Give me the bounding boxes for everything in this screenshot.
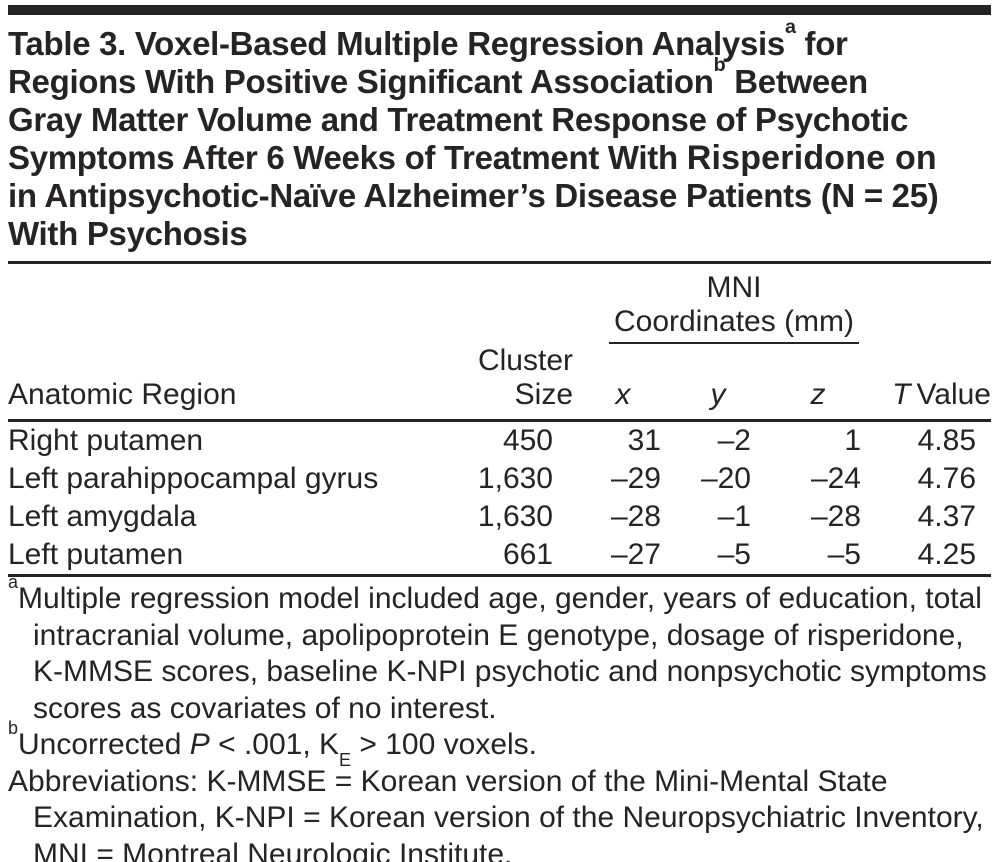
footnote-a-line-4: scores as covariates of no interest. — [8, 691, 991, 728]
column-header-x: x — [573, 344, 673, 422]
column-header-region: Anatomic Region — [8, 344, 423, 422]
cell-z: 1 — [844, 424, 861, 457]
footnote-b-line: bUncorrected P < .001, KE > 100 voxels. — [8, 719, 991, 769]
ke-subscript: E — [339, 750, 352, 771]
cell-z: –24 — [810, 462, 861, 495]
cell-t-value: 4.76 — [917, 462, 976, 495]
abbreviations-line-3: MNI = Montreal Neurologic Institute. — [8, 837, 991, 862]
cell-x: –28 — [610, 500, 661, 533]
column-header-cluster-size: Cluster Size — [423, 344, 573, 422]
cell-t-value: 4.25 — [873, 536, 991, 577]
title-line-6: With Psychosis — [8, 215, 991, 253]
title-line-4: Symptoms After 6 Weeks of Treatment With… — [8, 139, 991, 177]
cell-t-value: 4.85 — [917, 424, 976, 457]
mni-coordinates-group-header: MNI Coordinates (mm) — [573, 264, 873, 344]
cell-region: Left parahippocampal gyrus — [8, 462, 379, 495]
group-header-row: MNI Coordinates (mm) — [8, 264, 991, 344]
cell-z: –28 — [810, 500, 861, 533]
cell-x: –29 — [610, 462, 661, 495]
abbreviations-text: MNI = Montreal Neurologic Institute. — [33, 837, 513, 862]
mni-line-2: Coordinates (mm) — [613, 305, 855, 338]
footnote-a-line-1: aMultiple regression model included age,… — [8, 573, 991, 618]
cell-x: –27 — [573, 536, 673, 577]
title-divider-rule — [8, 261, 991, 264]
table-row: Left parahippocampal gyrus 1,630 –29 –20… — [8, 460, 991, 498]
cell-cluster-size: 450 — [502, 424, 553, 457]
cell-x: 31 — [627, 424, 661, 457]
footnotes: aMultiple regression model included age,… — [8, 573, 991, 862]
cell-region: Right putamen — [8, 424, 204, 457]
table-row: Right putamen 450 31 –2 1 4.85 — [8, 421, 991, 461]
cell-z: –5 — [763, 536, 873, 577]
title-text: Regions With Positive Significant Associ… — [8, 63, 714, 100]
footnote-a-line-2: intracranial volume, apolipoprotein E ge… — [8, 618, 991, 655]
footnote-marker-b: b — [713, 54, 726, 77]
column-header-row: Anatomic Region Cluster Size x y z T Valu… — [8, 344, 991, 422]
cell-cluster-size: 1,630 — [477, 500, 553, 533]
table-title: Table 3. Voxel-Based Multiple Regression… — [8, 17, 991, 253]
cell-y: –5 — [673, 536, 763, 577]
table-row: Left amygdala 1,630 –28 –1 –28 4.37 — [8, 498, 991, 536]
footnote-marker-a: a — [784, 16, 796, 39]
cell-cluster-size: 1,630 — [477, 462, 553, 495]
abbreviations-text: Abbreviations: K-MMSE = Korean version o… — [8, 764, 888, 798]
cell-region: Left amygdala — [8, 500, 197, 533]
drug-name: Risperidone on — [686, 139, 937, 177]
column-header-z: z — [763, 344, 873, 422]
cell-y: –1 — [717, 500, 751, 533]
footnote-marker-b: b — [8, 718, 19, 738]
footnote-marker-a: a — [8, 572, 19, 592]
cell-cluster-size: 661 — [423, 536, 573, 577]
footnote-b-text: Uncorrected — [18, 728, 190, 761]
title-text: Table 3. Voxel-Based Multiple Regression… — [8, 25, 785, 62]
title-text: With Psychosis — [8, 215, 248, 252]
title-text: Symptoms After 6 Weeks of Treatment With — [8, 139, 687, 176]
abbreviations-line-1: Abbreviations: K-MMSE = Korean version o… — [8, 764, 991, 801]
title-text: for — [795, 25, 848, 62]
footnote-a-text: scores as covariates of no interest. — [33, 691, 497, 725]
column-header-t-value: T Value — [873, 344, 991, 422]
cell-t-value: 4.37 — [917, 500, 976, 533]
title-text: in Antipsychotic-Naïve Alzheimer’s Disea… — [8, 177, 939, 214]
footnote-a-text: Multiple regression model included age, … — [18, 582, 982, 615]
title-line-1: Table 3. Voxel-Based Multiple Regression… — [8, 17, 991, 63]
cell-y: –2 — [717, 424, 751, 457]
cell-region: Left putamen — [8, 536, 423, 577]
footnote-a-line-3: K-MMSE scores, baseline K-NPI psychotic … — [8, 654, 991, 691]
title-text: Gray Matter Volume and Treatment Respons… — [8, 101, 909, 138]
table-row: Left putamen 661 –27 –5 –5 4.25 — [8, 536, 991, 577]
cell-y: –20 — [700, 462, 751, 495]
footnote-a-text: K-MMSE scores, baseline K-NPI psychotic … — [33, 655, 987, 688]
abbreviations-line-2: Examination, K-NPI = Korean version of t… — [8, 800, 991, 837]
footnote-b-text: < .001, K — [209, 728, 340, 761]
t-italic: T — [892, 378, 911, 411]
mni-line-1: MNI — [706, 271, 762, 304]
group-header-spacer — [873, 264, 991, 344]
title-text: Between — [725, 63, 868, 100]
abbreviations-text: Examination, K-NPI = Korean version of t… — [33, 801, 984, 834]
column-header-y: y — [673, 344, 763, 422]
title-line-2: Regions With Positive Significant Associ… — [8, 55, 991, 101]
p-value-italic: P — [189, 728, 210, 761]
footnote-b-text: > 100 voxels. — [351, 728, 538, 761]
title-line-5: in Antipsychotic-Naïve Alzheimer’s Disea… — [8, 177, 991, 215]
mni-coordinates-label: MNI Coordinates (mm) — [609, 271, 859, 344]
regression-table: MNI Coordinates (mm) Anatomic Region Clu… — [8, 264, 991, 577]
footnote-a-text: intracranial volume, apolipoprotein E ge… — [33, 618, 964, 652]
t-value-label: Value — [916, 378, 991, 411]
top-rule — [8, 5, 991, 15]
group-header-spacer — [8, 264, 423, 344]
title-line-3: Gray Matter Volume and Treatment Respons… — [8, 101, 991, 139]
group-header-spacer — [423, 264, 573, 344]
